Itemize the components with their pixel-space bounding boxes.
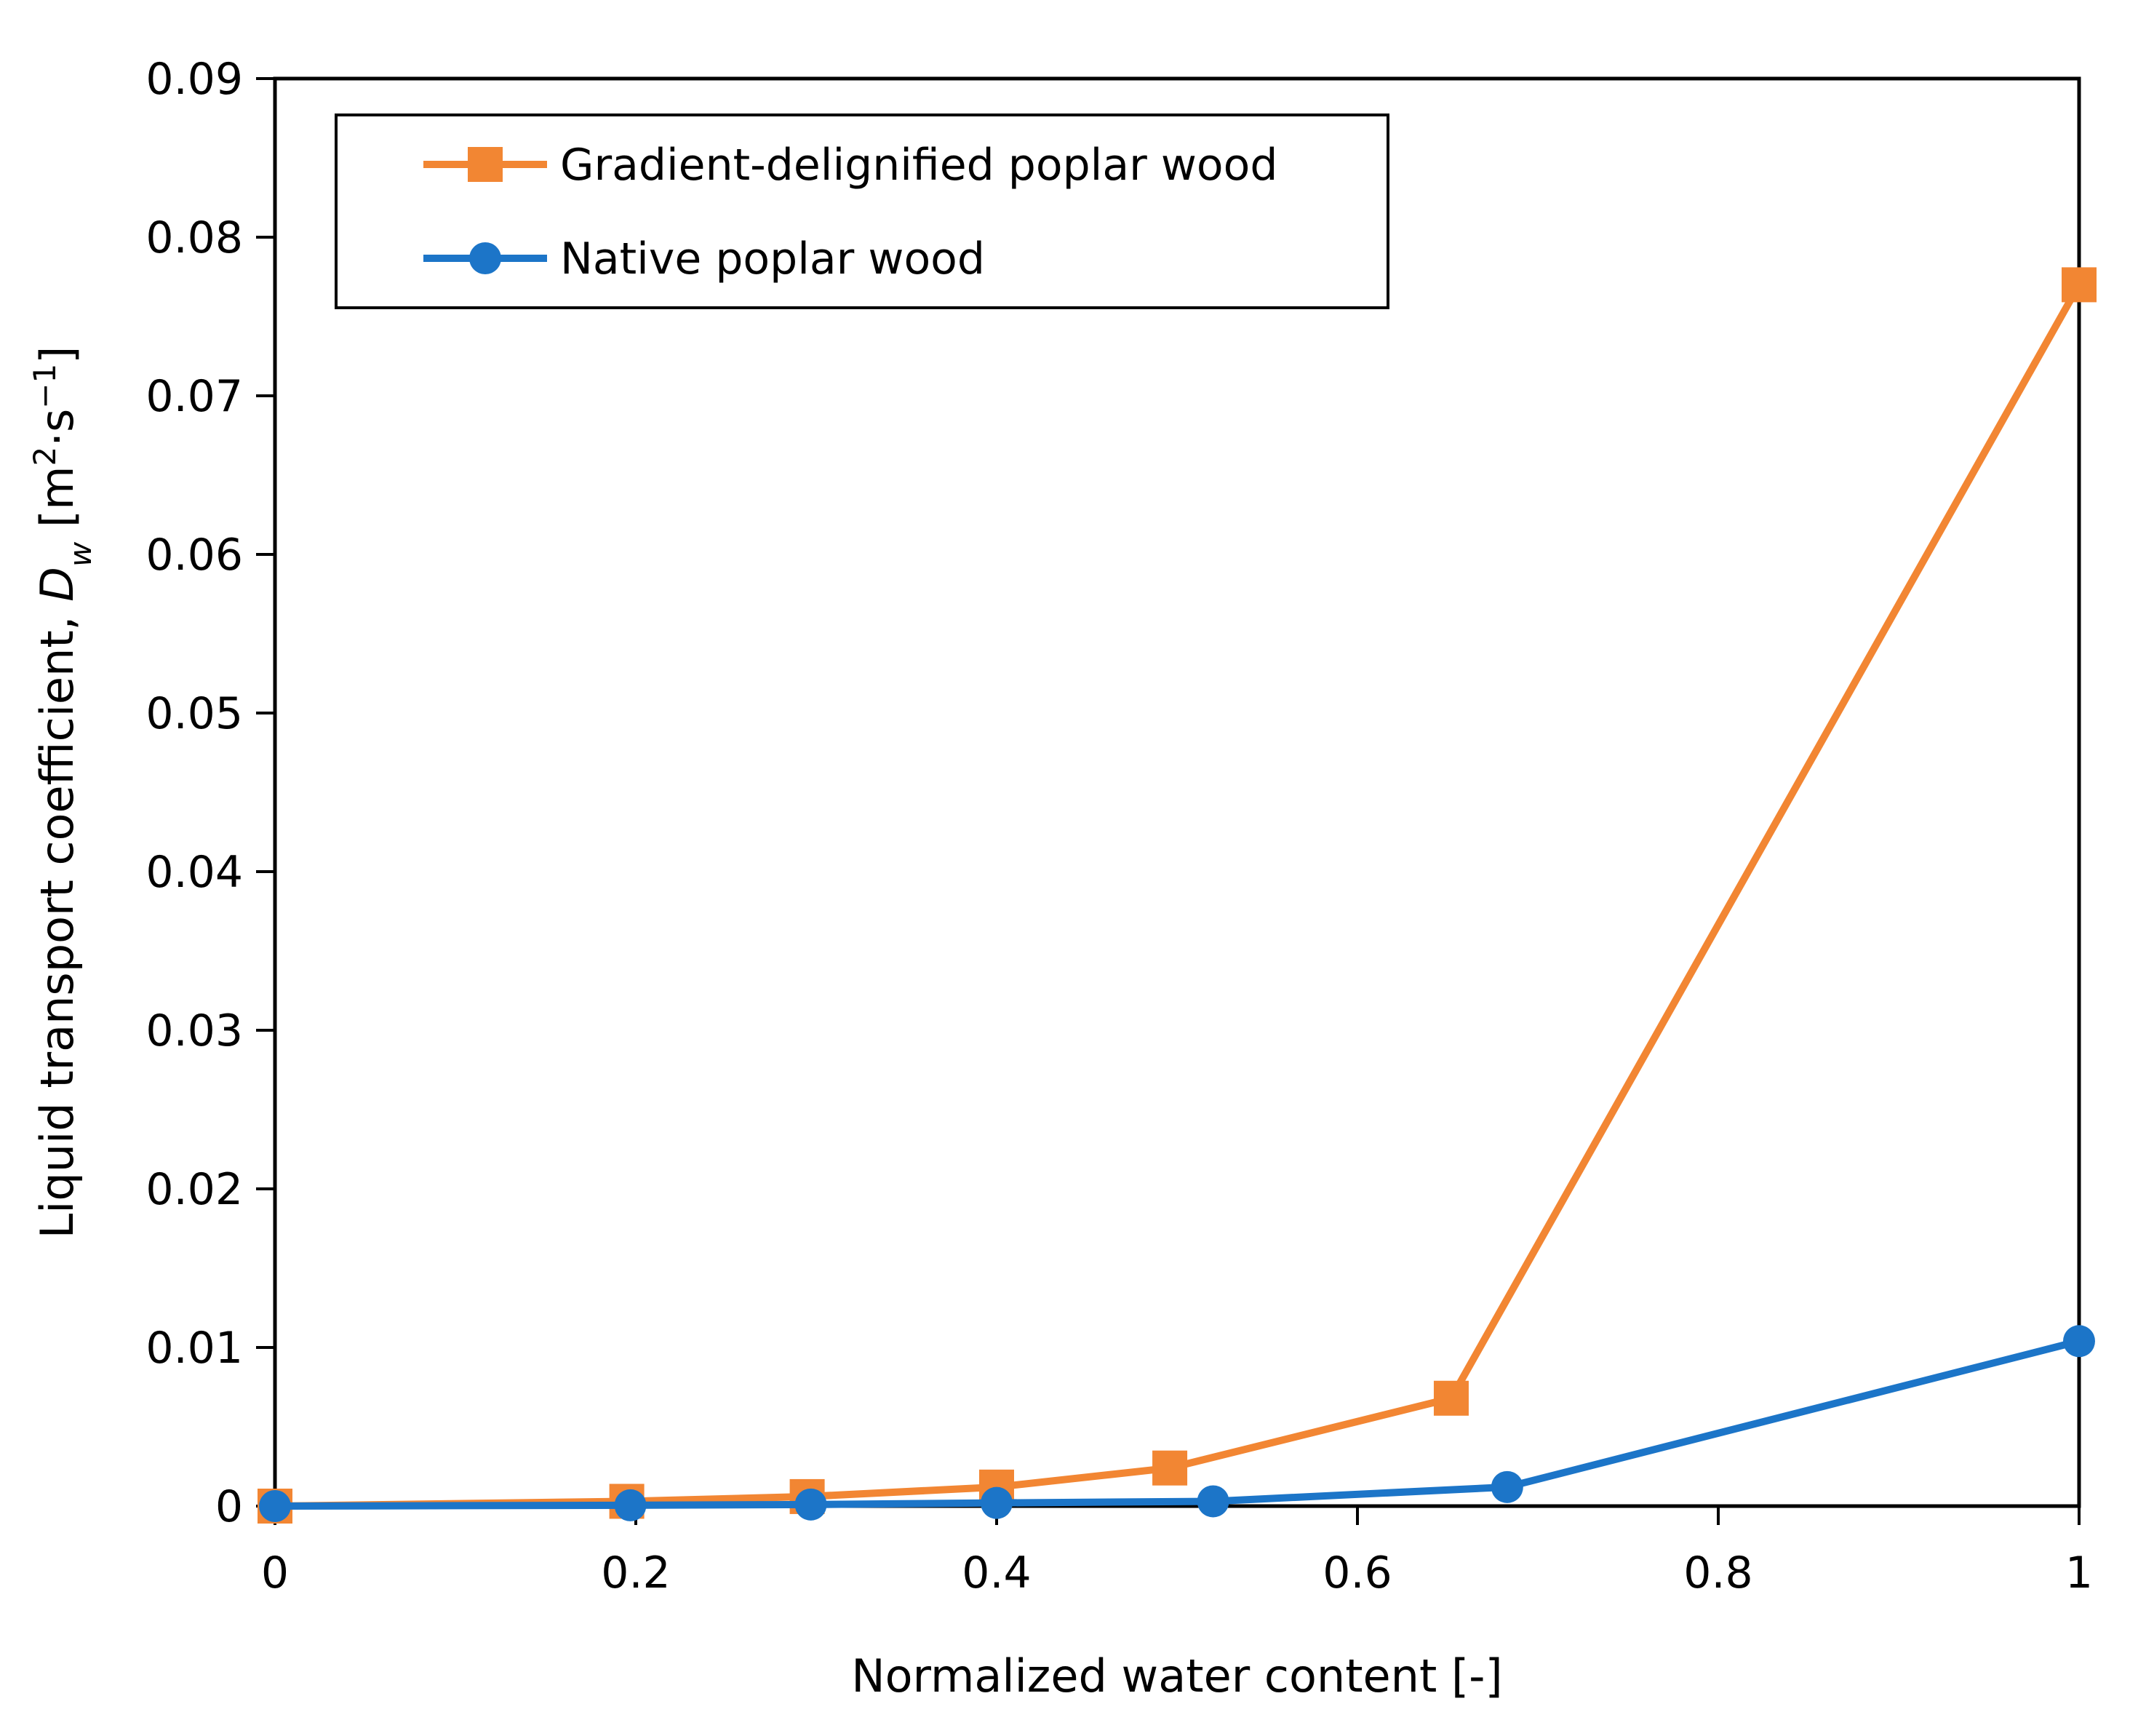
y-tick-label: 0.03: [145, 1006, 243, 1056]
y-axis-title-unit-close: ]: [31, 346, 84, 364]
x-tick-label: 0.4: [962, 1548, 1031, 1598]
plot-area-frame: [273, 76, 2081, 1508]
data-point-circle: [259, 1490, 291, 1522]
data-point-square: [1433, 1380, 1469, 1416]
x-axis-title: Normalized water content [-]: [851, 1649, 1503, 1703]
x-tick-label: 0.8: [1683, 1548, 1752, 1598]
legend-box: [335, 114, 1389, 309]
y-axis-title-unit-sup1: 2: [27, 447, 63, 466]
y-tick-label: 0: [215, 1481, 243, 1532]
legend-entries: Gradient-delignified poplar wood Native p…: [423, 140, 1277, 284]
legend-label: Native poplar wood: [560, 234, 985, 284]
y-axis-title-unit-open: [m: [31, 466, 84, 541]
y-tick-label: 0.01: [145, 1323, 243, 1374]
data-point-circle: [981, 1486, 1013, 1519]
series-layer: [258, 267, 2097, 1524]
data-point-circle: [794, 1488, 827, 1521]
axis-tick-labels: 0 0.2 0.4 0.6 0.8 1 0 0.01 0.02 0.03 0.04 0.05 0.06 0…: [145, 54, 2093, 1598]
data-point-circle: [614, 1489, 647, 1521]
y-axis-title-symbol: D: [31, 567, 84, 602]
y-tick-label: 0.06: [145, 530, 243, 581]
x-tick-label: 0: [261, 1548, 289, 1598]
data-point-circle: [1491, 1470, 1523, 1503]
data-point-circle: [1197, 1485, 1229, 1518]
y-tick-label: 0.04: [145, 847, 243, 898]
x-tick-label: 1: [2065, 1548, 2093, 1598]
y-tick-label: 0.07: [145, 371, 243, 422]
legend-marker-square: [468, 147, 503, 182]
y-axis-title-subscript: w: [63, 541, 98, 567]
x-tick-label: 0.2: [601, 1548, 670, 1598]
series-2: [259, 1325, 2095, 1522]
y-axis-title-prefix: Liquid transport coefficient,: [31, 602, 84, 1238]
legend-marker-circle: [469, 242, 501, 274]
x-tick-label: 0.6: [1323, 1548, 1392, 1598]
legend-label: Gradient-delignified poplar wood: [560, 140, 1277, 191]
legend-entry: Gradient-delignified poplar wood: [423, 140, 1277, 191]
y-tick-label: 0.09: [145, 54, 243, 105]
data-point-square: [2062, 267, 2097, 303]
y-axis-title-unit-mid: ·s: [31, 409, 84, 447]
y-tick-label: 0.02: [145, 1164, 243, 1215]
y-tick-label: 0.08: [145, 212, 243, 263]
y-axis-title: Liquid transport coefficient, Dw [m2·s−1…: [27, 346, 98, 1239]
legend-entry: Native poplar wood: [423, 234, 985, 284]
legend: Gradient-delignified poplar wood Native p…: [335, 114, 1389, 309]
y-tick-label: 0.05: [145, 688, 243, 739]
data-point-circle: [2063, 1325, 2095, 1358]
data-point-square: [1152, 1450, 1188, 1486]
y-axis-title-unit-sup2: −1: [27, 364, 63, 409]
